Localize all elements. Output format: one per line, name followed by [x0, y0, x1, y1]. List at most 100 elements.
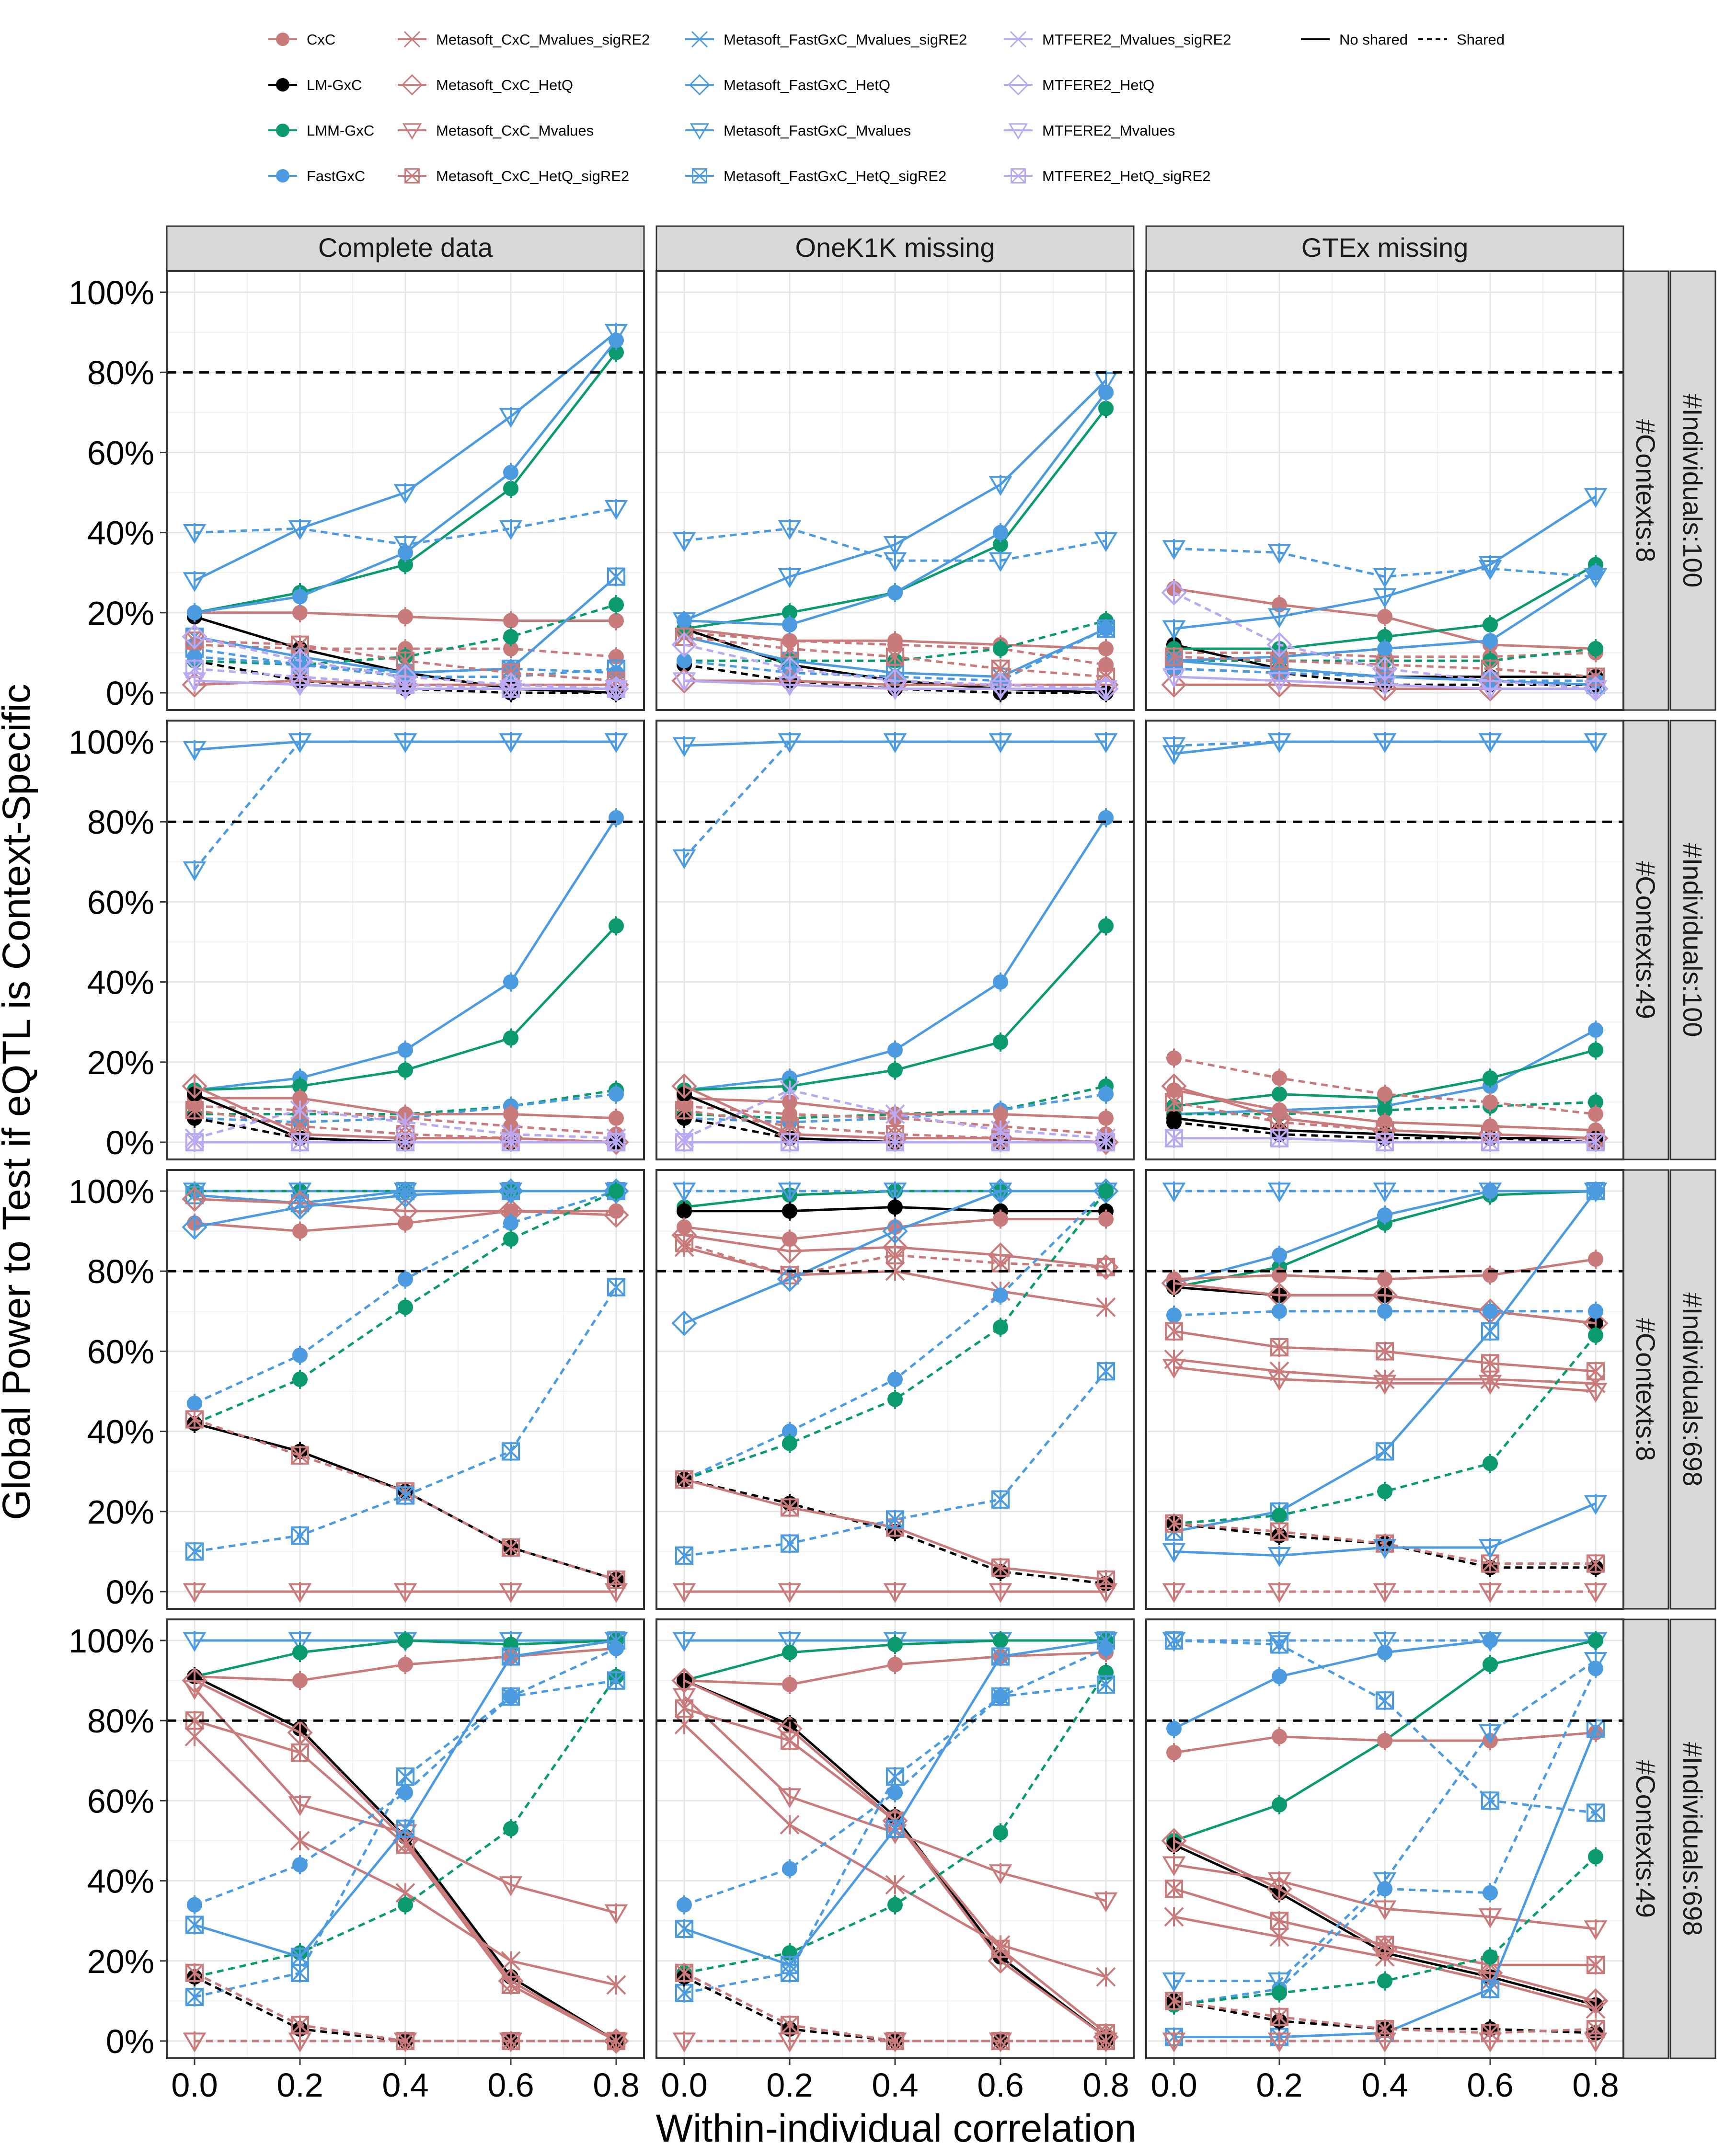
- legend-label: Metasoft_CxC_HetQ_sigRE2: [436, 168, 629, 184]
- data-point-circle-icon: [1272, 1508, 1287, 1524]
- series: [184, 1727, 626, 1995]
- data-point-triangle-icon: [499, 2032, 523, 2053]
- panel: [656, 1618, 1135, 2059]
- legend-item: Metasoft_FastGxC_HetQ: [685, 74, 890, 96]
- data-point-circle-icon: [1588, 1251, 1603, 1267]
- data-point-triangle-icon: [1267, 1371, 1291, 1391]
- data-point-circle-icon: [782, 1203, 797, 1219]
- data-point-triangle-icon: [288, 1182, 312, 1203]
- series-line: [1173, 1334, 1597, 1525]
- legend-label: MTFERE2_HetQ: [1042, 77, 1154, 93]
- data-point-boxx-icon: [1481, 1322, 1500, 1341]
- legend-key-x-icon: [403, 31, 421, 48]
- data-point-triangle-icon: [1162, 668, 1186, 688]
- data-point-circle-icon: [398, 1657, 413, 1673]
- data-point-x-icon: [501, 1951, 521, 1971]
- data-point-circle-icon: [782, 617, 797, 632]
- y-tick-label: 60%: [87, 1782, 154, 1820]
- data-point-boxx-icon: [780, 1498, 799, 1517]
- data-point-circle-icon: [1588, 1106, 1603, 1122]
- data-point-circle-icon: [1483, 1070, 1498, 1086]
- data-point-diamond-icon: [1161, 1828, 1187, 1854]
- legend-item: MTFERE2_HetQ: [1004, 74, 1154, 96]
- series: [672, 519, 1118, 572]
- data-point-circle-icon: [398, 1062, 413, 1078]
- y-tick-label: 0%: [106, 2023, 154, 2060]
- legend-label: LMM-GxC: [307, 122, 374, 139]
- data-point-boxx-icon: [991, 1687, 1010, 1706]
- data-point-triangle-icon: [778, 1182, 802, 1203]
- data-point-triangle-icon: [393, 733, 417, 753]
- data-point-x-icon: [780, 1080, 800, 1100]
- data-point-diamond-icon: [671, 1310, 697, 1336]
- data-point-circle-icon: [1166, 1307, 1182, 1323]
- data-point-circle-icon: [1483, 1183, 1498, 1199]
- data-point-boxx-icon: [1375, 1133, 1394, 1152]
- data-point-x-icon: [1375, 1947, 1395, 1967]
- data-point-boxx-icon: [780, 1133, 799, 1152]
- data-point-boxx-icon: [501, 1538, 520, 1557]
- legend-key-boxx-icon: [404, 168, 420, 183]
- data-point-circle-icon: [292, 589, 308, 605]
- panel-border: [166, 1169, 645, 1610]
- data-point-triangle-icon: [1373, 1539, 1397, 1559]
- data-point-boxx-icon: [1586, 1719, 1605, 1738]
- row-strip-contexts: [1622, 1169, 1669, 1610]
- data-point-circle-icon: [609, 1086, 624, 1102]
- data-point-triangle-icon: [883, 680, 907, 700]
- data-point-diamond-icon: [392, 1182, 418, 1208]
- data-point-diamond-icon: [988, 1178, 1013, 1204]
- data-point-circle-icon: [993, 1211, 1008, 1227]
- data-point-triangle-icon: [1478, 2032, 1502, 2053]
- data-point-triangle-icon: [1478, 560, 1502, 580]
- data-point-circle-icon: [887, 1657, 903, 1673]
- data-point-x-icon: [674, 1237, 694, 1257]
- data-point-boxx-icon: [675, 1133, 694, 1152]
- data-point-triangle-icon: [288, 1796, 312, 1816]
- data-point-boxx-icon: [607, 679, 626, 698]
- y-tick-label: 40%: [87, 1863, 154, 1900]
- data-point-circle-icon: [609, 613, 624, 629]
- data-point-triangle-icon: [499, 408, 523, 428]
- series: [672, 1582, 1118, 1603]
- data-point-boxx-icon: [501, 1975, 520, 1995]
- panel: [1145, 1618, 1624, 2059]
- legend-linetype: No shared: [1301, 31, 1408, 48]
- data-point-triangle-icon: [1162, 540, 1186, 560]
- data-point-triangle-icon: [672, 672, 696, 692]
- data-point-circle-icon: [503, 974, 518, 990]
- legend-label: CxC: [307, 31, 335, 48]
- series: [672, 671, 1118, 700]
- data-point-triangle-icon: [499, 733, 523, 753]
- legend-label: Metasoft_CxC_Mvalues_sigRE2: [436, 31, 650, 48]
- x-tick-label: 0.0: [661, 2066, 707, 2104]
- data-point-circle-icon: [1166, 1745, 1182, 1761]
- data-point-circle-icon: [1377, 1303, 1392, 1319]
- data-point-triangle-icon: [1162, 1972, 1186, 1993]
- data-point-circle-icon: [1166, 1050, 1182, 1066]
- data-point-boxx-icon: [780, 1731, 799, 1750]
- series: [674, 1715, 1116, 1987]
- legend-item: Metasoft_CxC_HetQ_sigRE2: [398, 168, 629, 184]
- data-point-circle-icon: [503, 481, 518, 496]
- series-line: [684, 1478, 1106, 1585]
- data-point-triangle-icon: [1584, 488, 1608, 508]
- data-point-boxx-icon: [675, 1101, 694, 1120]
- data-point-triangle-icon: [183, 524, 207, 544]
- data-point-x-icon: [1096, 1297, 1116, 1317]
- data-point-boxx-icon: [675, 1919, 694, 1938]
- data-point-circle-icon: [292, 605, 308, 620]
- data-point-circle-icon: [782, 1645, 797, 1661]
- data-point-circle-icon: [1588, 1022, 1603, 1038]
- data-point-circle-icon: [292, 1223, 308, 1239]
- data-point-boxx-icon: [886, 1133, 905, 1152]
- data-point-triangle-icon: [989, 1864, 1012, 1884]
- x-tick-label: 0.4: [382, 2066, 428, 2104]
- data-point-circle-icon: [887, 1371, 903, 1387]
- data-point-diamond-icon: [1161, 1270, 1187, 1296]
- legend-label: Metasoft_FastGxC_Mvalues_sigRE2: [724, 31, 967, 48]
- data-point-triangle-icon: [1373, 1900, 1397, 1920]
- series: [1162, 1651, 1608, 1993]
- data-point-circle-icon: [1588, 1849, 1603, 1865]
